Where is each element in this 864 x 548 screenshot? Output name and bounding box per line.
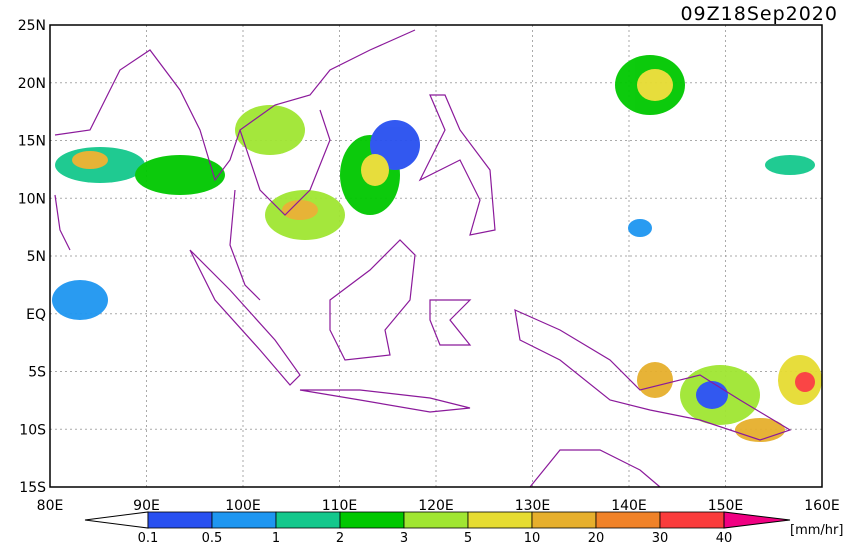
lat-label: 5S	[28, 365, 46, 381]
lon-label: 160E	[804, 498, 840, 514]
lon-label: 110E	[322, 498, 358, 514]
coastline	[418, 94, 496, 236]
colorbar-bin	[659, 511, 725, 529]
colorbar-bin	[403, 511, 469, 529]
lon-label: 130E	[515, 498, 551, 514]
rain-area	[735, 418, 785, 442]
rain-area	[765, 155, 815, 175]
rain-area	[72, 151, 108, 169]
rain-area	[637, 362, 673, 398]
rain-area	[361, 154, 389, 186]
coastline	[54, 194, 71, 251]
lon-label: 100E	[225, 498, 261, 514]
rain-area	[637, 69, 673, 101]
lon-label: 120E	[418, 498, 454, 514]
lat-label: 10S	[19, 422, 46, 438]
lat-label: 5N	[27, 249, 46, 265]
rain-area	[696, 381, 728, 409]
lat-label: 20N	[18, 76, 46, 92]
lat-label: EQ	[26, 307, 46, 323]
map-title: 09Z18Sep2020	[680, 3, 838, 25]
precipitation	[52, 55, 822, 442]
rain-area	[795, 372, 815, 392]
lon-label: 140E	[611, 498, 647, 514]
colorbar-bin	[595, 511, 661, 529]
colorbar-bin	[275, 511, 341, 529]
colorbar-bin	[147, 511, 213, 529]
coastline	[429, 299, 472, 346]
coastline	[239, 109, 331, 216]
lat-label: 15N	[18, 134, 46, 150]
colorbar-label: 10	[524, 531, 541, 544]
colorbar-label: 3	[400, 531, 408, 544]
colorbar-label: 40	[716, 531, 733, 544]
coastline	[529, 449, 661, 488]
coastline	[189, 249, 301, 386]
rain-area	[282, 200, 318, 220]
colorbar-bin	[467, 511, 533, 529]
coastline	[229, 189, 261, 301]
colorbar-label: 1	[272, 531, 280, 544]
lat-label: 15S	[19, 480, 46, 496]
colorbar-bin	[339, 511, 405, 529]
lon-label: 150E	[708, 498, 744, 514]
colorbar-unit: [mm/hr]	[790, 523, 843, 538]
coastline	[329, 239, 416, 361]
colorbar-label: 20	[588, 531, 605, 544]
colorbar-min-arrow	[84, 511, 149, 529]
colorbar-label: 0.5	[202, 531, 223, 544]
coastline	[299, 389, 471, 413]
colorbar: 0.1 0.5 1 2 3 5 10 20 30 40	[84, 511, 791, 546]
rain-area	[628, 219, 652, 237]
colorbar-label: 30	[652, 531, 669, 544]
lon-label: 80E	[37, 498, 64, 514]
lat-label: 10N	[18, 191, 46, 207]
rain-area	[235, 105, 305, 155]
rain-area	[135, 155, 225, 195]
lon-label: 90E	[133, 498, 160, 514]
colorbar-bin	[531, 511, 597, 529]
coastlines	[54, 29, 792, 488]
rain-area	[52, 280, 108, 320]
map-frame	[49, 24, 823, 488]
coastline	[514, 308, 792, 441]
colorbar-label: 0.1	[138, 531, 159, 544]
colorbar-bin	[211, 511, 277, 529]
axis-labels: 80E 90E 100E 110E 120E 130E 140E 150E 160E 25N 20N…	[18, 18, 840, 514]
colorbar-max-arrow	[723, 511, 791, 529]
coastline	[54, 29, 416, 182]
lat-label: 25N	[18, 18, 46, 34]
colorbar-label: 2	[336, 531, 344, 544]
colorbar-label: 5	[464, 531, 472, 544]
